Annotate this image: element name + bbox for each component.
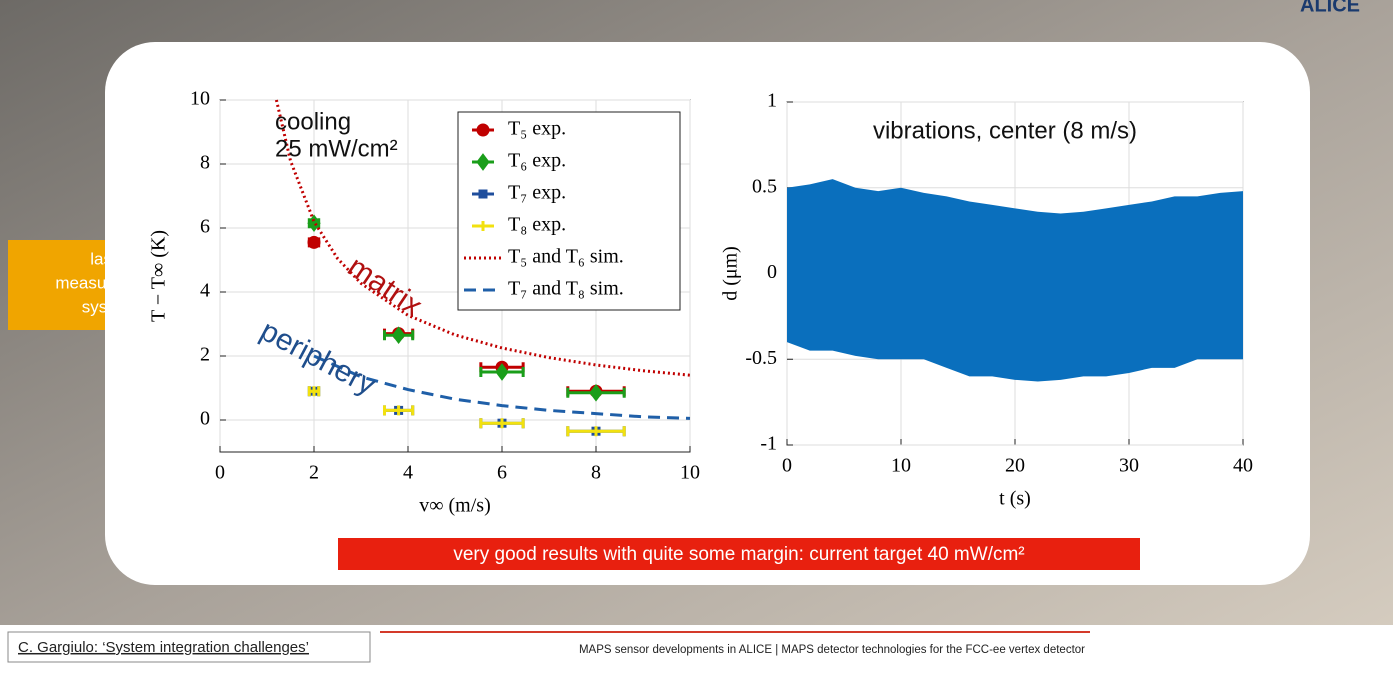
marker <box>307 214 321 233</box>
banner-box <box>338 538 1140 570</box>
y-tick-label: 8 <box>200 152 210 174</box>
y-tick-label: 2 <box>200 344 210 366</box>
x-tick-label: 0 <box>782 455 792 477</box>
sim-curve <box>274 99 691 377</box>
y-tick-label: -1 <box>760 433 777 455</box>
x-tick-label: 2 <box>309 462 319 484</box>
sim-curve <box>313 354 691 420</box>
y-axis-label: d (μm) <box>720 246 742 301</box>
y-tick-label: 0 <box>200 408 210 430</box>
marker <box>307 235 321 249</box>
y-tick-label: 0 <box>767 261 777 283</box>
annotation: 25 mW/cm² <box>275 135 398 162</box>
legend-marker <box>478 221 488 231</box>
marker <box>391 326 406 345</box>
chart-title: vibrations, center (8 m/s) <box>873 117 1137 144</box>
side-label: measur <box>55 273 112 292</box>
marker <box>497 418 507 429</box>
x-tick-label: 20 <box>1005 455 1025 477</box>
marker <box>589 383 603 402</box>
side-label-box <box>8 240 118 330</box>
y-tick-label: 4 <box>200 280 210 302</box>
marker <box>309 386 319 397</box>
legend-marker <box>476 123 490 137</box>
y-tick-label: 10 <box>190 88 210 110</box>
legend-label: T₇ exp. <box>508 182 566 204</box>
reference: C. Gargiulo: ‘System integration challen… <box>18 639 309 656</box>
x-tick-label: 30 <box>1119 455 1139 477</box>
y-tick-label: 6 <box>200 216 210 238</box>
legend-marker <box>476 153 490 171</box>
y-tick-label: -0.5 <box>745 347 777 369</box>
y-tick-label: 0.5 <box>752 175 777 197</box>
logo: ALICE <box>1300 0 1360 16</box>
legend-label: T₅ exp. <box>508 118 566 140</box>
banner: very good results with quite some margin… <box>453 544 1024 565</box>
x-axis-label: t (s) <box>999 488 1031 510</box>
marker <box>393 405 404 416</box>
marker <box>495 363 509 381</box>
signal-band <box>787 179 1243 382</box>
y-axis-label: T − T∞ (K) <box>148 230 170 322</box>
footer-text: MAPS sensor developments in ALICE | MAPS… <box>579 644 1085 656</box>
chart-left: 0 2 4 6 8 10 0 2 4 6 8 10 v∞ (m/s) T − T∞ (K) T₅ exp. T… <box>148 88 700 517</box>
y-tick-label: 1 <box>767 90 777 112</box>
chart-right: 0 10 20 30 40 -1 -0.5 0 0.5 1 t (s) d (μm) vibration… <box>720 90 1253 510</box>
reference-box <box>7 631 371 663</box>
legend-label: T₈ exp. <box>508 214 566 236</box>
legend-label: T₆ exp. <box>508 150 566 172</box>
x-tick-label: 10 <box>891 455 911 477</box>
x-tick-label: 40 <box>1233 455 1253 477</box>
side-label: syst <box>82 297 113 316</box>
annotation: cooling <box>275 108 351 135</box>
x-tick-label: 4 <box>403 462 413 484</box>
x-tick-label: 6 <box>497 462 507 484</box>
legend-marker <box>478 189 488 199</box>
x-tick-label: 0 <box>215 462 225 484</box>
legend-label: T₇ and T₈ sim. <box>508 278 624 300</box>
legend-label: T₅ and T₆ sim. <box>508 246 624 268</box>
x-tick-label: 10 <box>680 462 700 484</box>
x-axis-label: v∞ (m/s) <box>419 495 490 517</box>
marker <box>591 426 601 437</box>
legend-box <box>457 111 681 311</box>
x-tick-label: 8 <box>591 462 601 484</box>
